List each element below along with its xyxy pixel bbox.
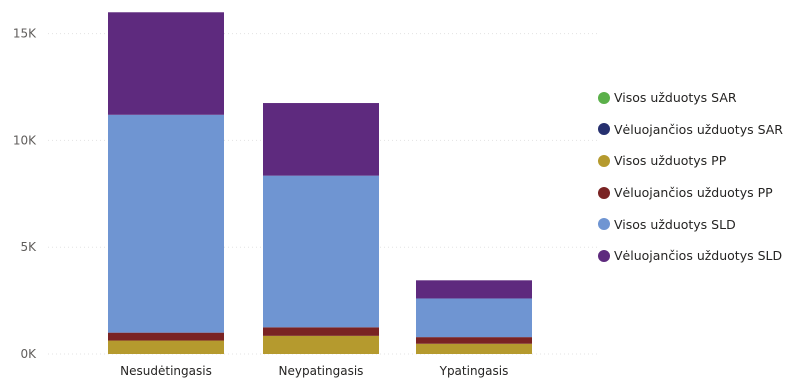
legend-marker-icon — [598, 218, 610, 231]
legend-item[interactable]: Visos užduotys SLD — [598, 208, 811, 240]
legend-label: Visos užduotys PP — [614, 153, 727, 169]
legend-item[interactable]: Vėluojančios užduotys SLD — [598, 240, 811, 272]
legend-label: Vėluojančios užduotys SAR — [614, 121, 783, 137]
legend-label: Vėluojančios užduotys SLD — [614, 248, 783, 264]
bar-segment[interactable] — [108, 340, 224, 354]
y-tick-label: 5K — [20, 240, 37, 254]
bars — [108, 12, 532, 354]
bar-segment[interactable] — [263, 103, 379, 176]
y-tick-label: 15K — [13, 27, 37, 41]
bar-segment[interactable] — [263, 335, 379, 354]
bar-segment[interactable] — [108, 12, 224, 115]
bar-segment[interactable] — [263, 327, 379, 336]
x-tick-label: Ypatingasis — [439, 364, 509, 378]
bar-segment[interactable] — [108, 332, 224, 341]
y-tick-label: 0K — [20, 347, 37, 361]
bar-segment[interactable] — [416, 298, 532, 338]
y-tick-label: 10K — [13, 133, 37, 147]
legend-label: Visos užduotys SAR — [614, 90, 737, 106]
legend-label: Visos užduotys SLD — [614, 216, 736, 232]
y-axis-tick-labels: 0K 5K 10K 15K — [13, 27, 37, 361]
legend-item[interactable]: Vėluojančios užduotys PP — [598, 177, 811, 209]
x-axis-tick-labels: Nesudėtingasis Neypatingasis Ypatingasis — [120, 364, 508, 378]
bar-segment[interactable] — [416, 280, 532, 299]
bar-segment[interactable] — [416, 337, 532, 344]
x-tick-label: Nesudėtingasis — [120, 364, 212, 378]
legend-item[interactable]: Vėluojančios užduotys SAR — [598, 114, 811, 146]
legend-marker-icon — [598, 249, 610, 262]
bar-segment[interactable] — [263, 175, 379, 328]
legend-label: Vėluojančios užduotys PP — [614, 185, 773, 201]
legend-item[interactable]: Visos užduotys SAR — [598, 82, 811, 114]
legend-marker-icon — [598, 154, 610, 167]
legend-item[interactable]: Visos užduotys PP — [598, 145, 811, 177]
legend: Visos užduotys SAR Vėluojančios užduotys … — [598, 82, 811, 272]
x-tick-label: Neypatingasis — [279, 364, 364, 378]
legend-marker-icon — [598, 91, 610, 104]
legend-marker-icon — [598, 186, 610, 199]
bar-segment[interactable] — [416, 343, 532, 354]
legend-marker-icon — [598, 123, 610, 136]
bar-segment[interactable] — [108, 114, 224, 333]
